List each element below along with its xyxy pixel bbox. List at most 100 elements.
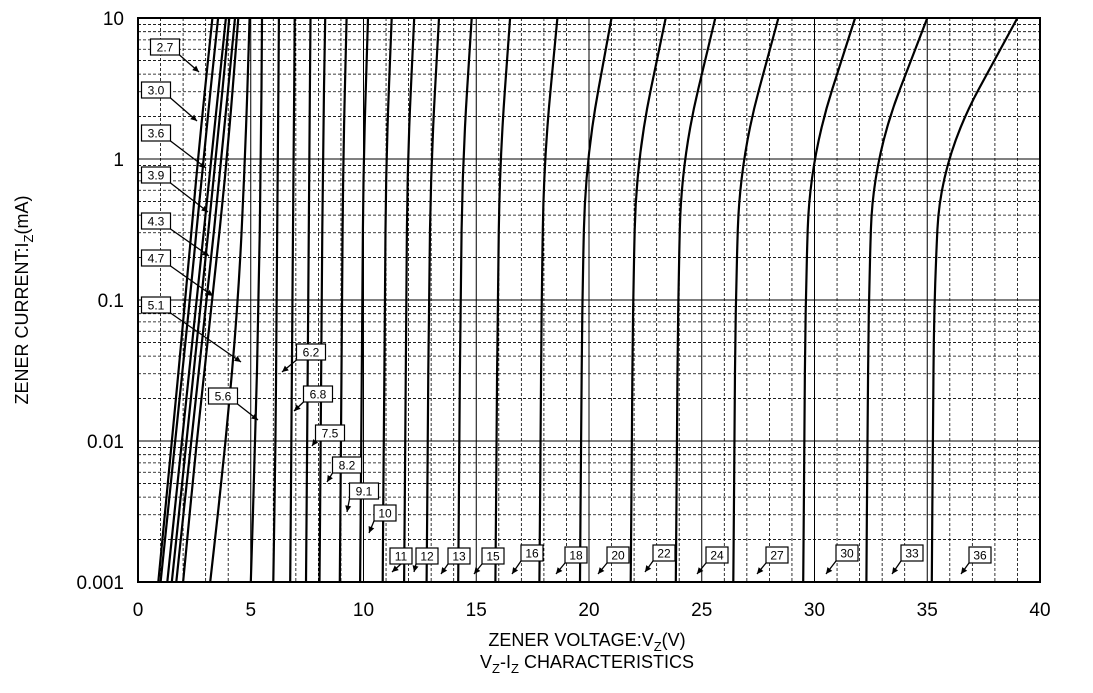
- curve-label-22: 22: [657, 547, 671, 561]
- label-box-4.7: [140, 249, 172, 267]
- label-box-4.3: [140, 212, 172, 230]
- label-box-3.6: [140, 124, 172, 142]
- curve-label-33: 33: [905, 547, 919, 561]
- x-tick-label: 40: [1029, 600, 1050, 621]
- series-line-3.9: [170, 17, 231, 583]
- x-tick-label: 10: [353, 600, 374, 621]
- x-tick-label: 25: [691, 600, 712, 621]
- label-box-11: [389, 547, 413, 565]
- label-box-22: [652, 544, 676, 562]
- label-box-6.8: [302, 385, 334, 403]
- label-arrowhead-30: [826, 567, 833, 574]
- series-line-4.3: [175, 17, 237, 583]
- plot-frame: [137, 17, 1041, 583]
- curve-label-4.7: 4.7: [148, 252, 165, 266]
- label-arrowhead-12: [412, 565, 419, 572]
- label-leader-4.3: [170, 228, 210, 257]
- series-line-15: [457, 17, 473, 583]
- series-line-3.0: [159, 17, 220, 583]
- major-grid: [138, 18, 1040, 582]
- series-line-12: [403, 17, 416, 583]
- label-arrowhead-13: [441, 567, 448, 574]
- curve-label-27: 27: [770, 549, 784, 563]
- label-arrowhead-16: [512, 567, 519, 574]
- curve-label-10: 10: [378, 507, 392, 521]
- chart-caption: VZ-IZ CHARACTERISTICS: [480, 652, 694, 676]
- series-line-5.6: [249, 17, 264, 583]
- series-line-6.2: [272, 17, 280, 583]
- label-arrowhead-8.2: [327, 475, 333, 482]
- label-box-20: [606, 546, 630, 564]
- label-arrowhead-15: [474, 567, 481, 574]
- label-arrowhead-18: [556, 567, 563, 574]
- series-line-6.8: [289, 17, 296, 583]
- series-line-11: [381, 17, 393, 583]
- label-arrowhead-22: [645, 565, 652, 572]
- label-box-9.1: [348, 482, 380, 500]
- label-box-8.2: [331, 456, 363, 474]
- curve-label-13: 13: [452, 550, 466, 564]
- x-tick-label: 30: [804, 600, 825, 621]
- x-tick-label: 5: [245, 600, 256, 621]
- label-arrowhead-3.9: [201, 205, 208, 212]
- label-arrowhead-4.7: [206, 289, 213, 296]
- series-line-24: [674, 17, 717, 583]
- series-line-27: [732, 17, 780, 583]
- series-line-33: [865, 17, 929, 583]
- y-axis-label: ZENER CURRENT:IZ(mA): [12, 196, 36, 405]
- curve-label-8.2: 8.2: [339, 459, 356, 473]
- x-tick-label: 15: [466, 600, 487, 621]
- label-arrowhead-2.7: [192, 65, 199, 72]
- label-arrowhead-5.6: [251, 413, 258, 420]
- label-box-2.7: [149, 38, 181, 56]
- x-tick-labels: 0 5 10 15 20 25 30 35 40: [133, 600, 1051, 621]
- y-tick-label: 1: [113, 150, 124, 171]
- label-arrowhead-6.2: [282, 365, 289, 372]
- series-group: [157, 17, 1019, 583]
- label-arrowhead-6.8: [294, 404, 301, 411]
- curve-label-6.2: 6.2: [303, 346, 320, 360]
- label-box-27: [765, 546, 789, 564]
- label-arrowhead-10: [368, 526, 375, 533]
- curve-label-6.8: 6.8: [310, 388, 327, 402]
- curve-label-3.9: 3.9: [148, 169, 165, 183]
- label-box-15: [481, 547, 505, 565]
- series-line-22: [629, 17, 667, 583]
- curve-label-9.1: 9.1: [356, 485, 373, 499]
- label-box-10: [373, 504, 397, 522]
- label-box-30: [835, 544, 859, 562]
- label-box-18: [564, 546, 588, 564]
- label-arrowhead-3.6: [199, 161, 206, 168]
- label-box-36: [968, 546, 992, 564]
- label-box-13: [447, 547, 471, 565]
- series-line-2.7: [157, 17, 214, 583]
- label-box-7.5: [314, 424, 346, 442]
- x-tick-label: 20: [578, 600, 599, 621]
- curve-label-2.7: 2.7: [157, 41, 174, 55]
- label-box-5.1: [140, 296, 172, 314]
- curve-label-12: 12: [420, 550, 434, 564]
- series-line-13: [425, 17, 441, 583]
- label-box-12: [415, 547, 439, 565]
- label-box-16: [520, 544, 544, 562]
- curve-label-5.6: 5.6: [215, 390, 232, 404]
- curve-label-4.3: 4.3: [148, 215, 165, 229]
- label-arrowhead-3.0: [190, 114, 197, 121]
- series-line-36: [930, 17, 1019, 583]
- label-arrowhead-5.1: [234, 355, 241, 362]
- label-leader-3.6: [170, 140, 207, 169]
- x-tick-label: 35: [917, 600, 938, 621]
- y-tick-label: 0.001: [76, 573, 124, 594]
- label-arrowhead-9.1: [345, 505, 352, 512]
- label-leader-5.1: [170, 312, 242, 363]
- label-arrowhead-33: [892, 567, 899, 574]
- y-tick-label: 0.01: [87, 432, 124, 453]
- curve-label-20: 20: [611, 549, 625, 563]
- series-line-10: [359, 17, 370, 583]
- curve-label-3.0: 3.0: [148, 84, 165, 98]
- label-arrowhead-24: [697, 567, 704, 574]
- curve-labels: 2.7 3.0 3.6 3.9 4.3 4.7 5.1 5.6 6.2 6.8 7.5 8.29.1 1…: [140, 38, 992, 575]
- curve-label-3.6: 3.6: [148, 127, 165, 141]
- x-axis-label: ZENER VOLTAGE:VZ(V): [488, 630, 685, 654]
- series-line-30: [802, 17, 857, 583]
